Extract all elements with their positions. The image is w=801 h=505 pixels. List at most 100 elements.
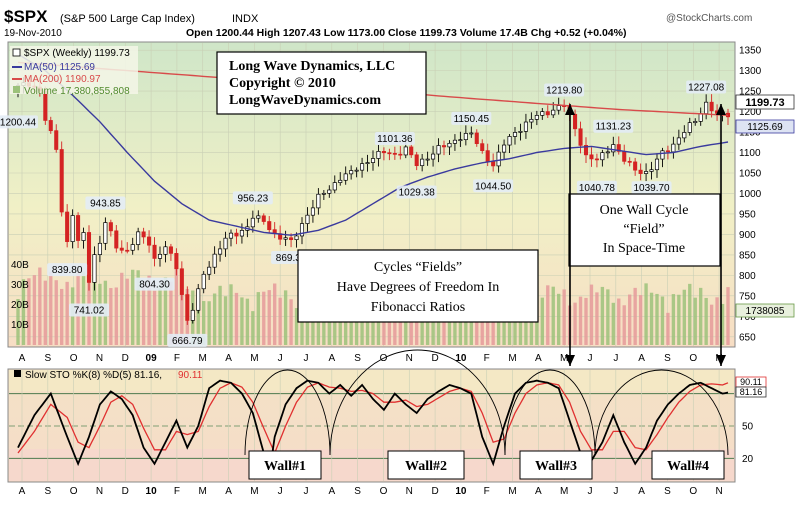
candle-body	[616, 144, 621, 152]
price-callout-bg	[47, 263, 88, 277]
price-legend-swatch	[12, 48, 21, 57]
volume-bar	[524, 302, 528, 345]
volume-bar	[43, 280, 47, 345]
candle-body	[119, 247, 124, 251]
candle-body	[414, 154, 419, 167]
price-tick-label: 650	[739, 332, 756, 343]
sto-x-axis: A S O N D 10 F M A M J J A S O N D 10 F M A M J J A S O N	[19, 486, 723, 497]
price-x-tick-label: J	[304, 353, 309, 364]
volume-bar	[234, 292, 239, 345]
candle-body	[687, 122, 692, 133]
sto-x-tick-label: O	[70, 486, 78, 497]
candle-body	[573, 113, 578, 130]
legend-sto-d: 90.11	[178, 370, 203, 381]
volume-tick-label: 30B	[11, 280, 29, 291]
price-tick-label: 900	[739, 230, 756, 241]
volume-bar	[262, 291, 266, 345]
last-ma50-label: 1125.69	[747, 122, 783, 133]
volume-bar	[202, 301, 206, 345]
price-callout-label: 1200.44	[0, 117, 37, 128]
volume-bar	[540, 297, 544, 345]
price-callout-bg	[544, 83, 585, 97]
candle-body	[136, 231, 141, 245]
sto-k-line	[17, 379, 729, 475]
candle-body	[622, 151, 627, 162]
legend-price: $SPX (Weekly) 1199.73	[24, 48, 130, 59]
price-callout-label: 1039.70	[633, 183, 670, 194]
candle-body	[130, 244, 135, 251]
candle-body	[474, 132, 479, 144]
candle-body	[463, 133, 468, 141]
volume-bar	[638, 295, 643, 345]
price-tick-label: 950	[739, 209, 756, 220]
volume-bar	[283, 290, 288, 345]
volume-bar	[666, 312, 670, 345]
volume-bar	[617, 298, 621, 345]
volume-bar	[21, 279, 26, 345]
price-callout-bg	[134, 277, 175, 291]
copyright-box	[216, 51, 427, 115]
sto-x-tick-label: M	[199, 486, 207, 497]
sto-x-tick-label: F	[484, 486, 490, 497]
ma50-line	[17, 53, 729, 236]
price-callout-bg	[473, 179, 514, 193]
candle-body	[360, 163, 365, 171]
price-x-tick-label: A	[535, 353, 542, 364]
sto-legend-swatch	[14, 370, 21, 377]
price-callout-label: 666.79	[172, 336, 203, 347]
volume-bar	[628, 294, 632, 345]
volume-bar	[589, 284, 594, 345]
price-x-tick-label: S	[44, 353, 51, 364]
candle-body	[682, 132, 687, 139]
cycle-arcs	[244, 349, 729, 456]
candle-body	[223, 237, 228, 250]
price-callout-label: 1101.36	[377, 134, 413, 145]
candle-body	[545, 111, 550, 116]
volume-bar	[16, 299, 20, 345]
candle-body	[86, 232, 92, 283]
volume-bar	[387, 309, 392, 345]
volume-bar	[649, 292, 654, 345]
candle-body	[108, 222, 113, 232]
candle-body	[147, 236, 152, 246]
volume-bar	[677, 294, 681, 345]
candle-body	[409, 146, 414, 156]
candle-body	[48, 120, 53, 132]
volume-bar	[431, 310, 435, 345]
volume-bar	[125, 278, 129, 345]
price-tick-label: 850	[739, 250, 756, 261]
price-x-tick-label: O	[689, 353, 697, 364]
sto-tick-label: 20	[742, 454, 754, 465]
candle-body	[152, 244, 157, 259]
cycle-arc	[329, 349, 506, 456]
copyright-line-3: LongWaveDynamics.com	[229, 93, 381, 108]
candle-body	[441, 145, 447, 148]
candle-body	[589, 154, 594, 160]
sto-x-tick-label: J	[304, 486, 309, 497]
candle-body	[310, 207, 315, 216]
sto-x-tick-label: S	[44, 486, 51, 497]
volume-bar	[136, 270, 140, 345]
sto-d-line	[17, 382, 729, 455]
price-callout-label: 804.30	[139, 280, 170, 291]
candle-body	[605, 151, 610, 154]
price-x-tick-label: F	[484, 353, 490, 364]
volume-bar	[551, 286, 555, 345]
candle-body	[491, 161, 496, 167]
candle-body	[512, 132, 518, 137]
volume-bar	[54, 280, 58, 345]
candle-body	[103, 222, 108, 244]
price-callout-label: 869.32	[276, 253, 307, 264]
volume-bar	[141, 280, 146, 345]
volume-bar	[196, 306, 200, 345]
candle-body	[431, 153, 436, 160]
volume-bar	[344, 300, 348, 345]
price-callout-label: 1044.50	[475, 181, 512, 192]
price-x-tick-label: D	[122, 353, 129, 364]
candle-body	[228, 232, 234, 239]
volume-bar	[158, 284, 162, 345]
sto-x-tick-label: J	[278, 486, 283, 497]
volume-bar	[671, 294, 676, 345]
volume-bar	[174, 267, 179, 345]
arrow-head-up	[716, 104, 726, 115]
